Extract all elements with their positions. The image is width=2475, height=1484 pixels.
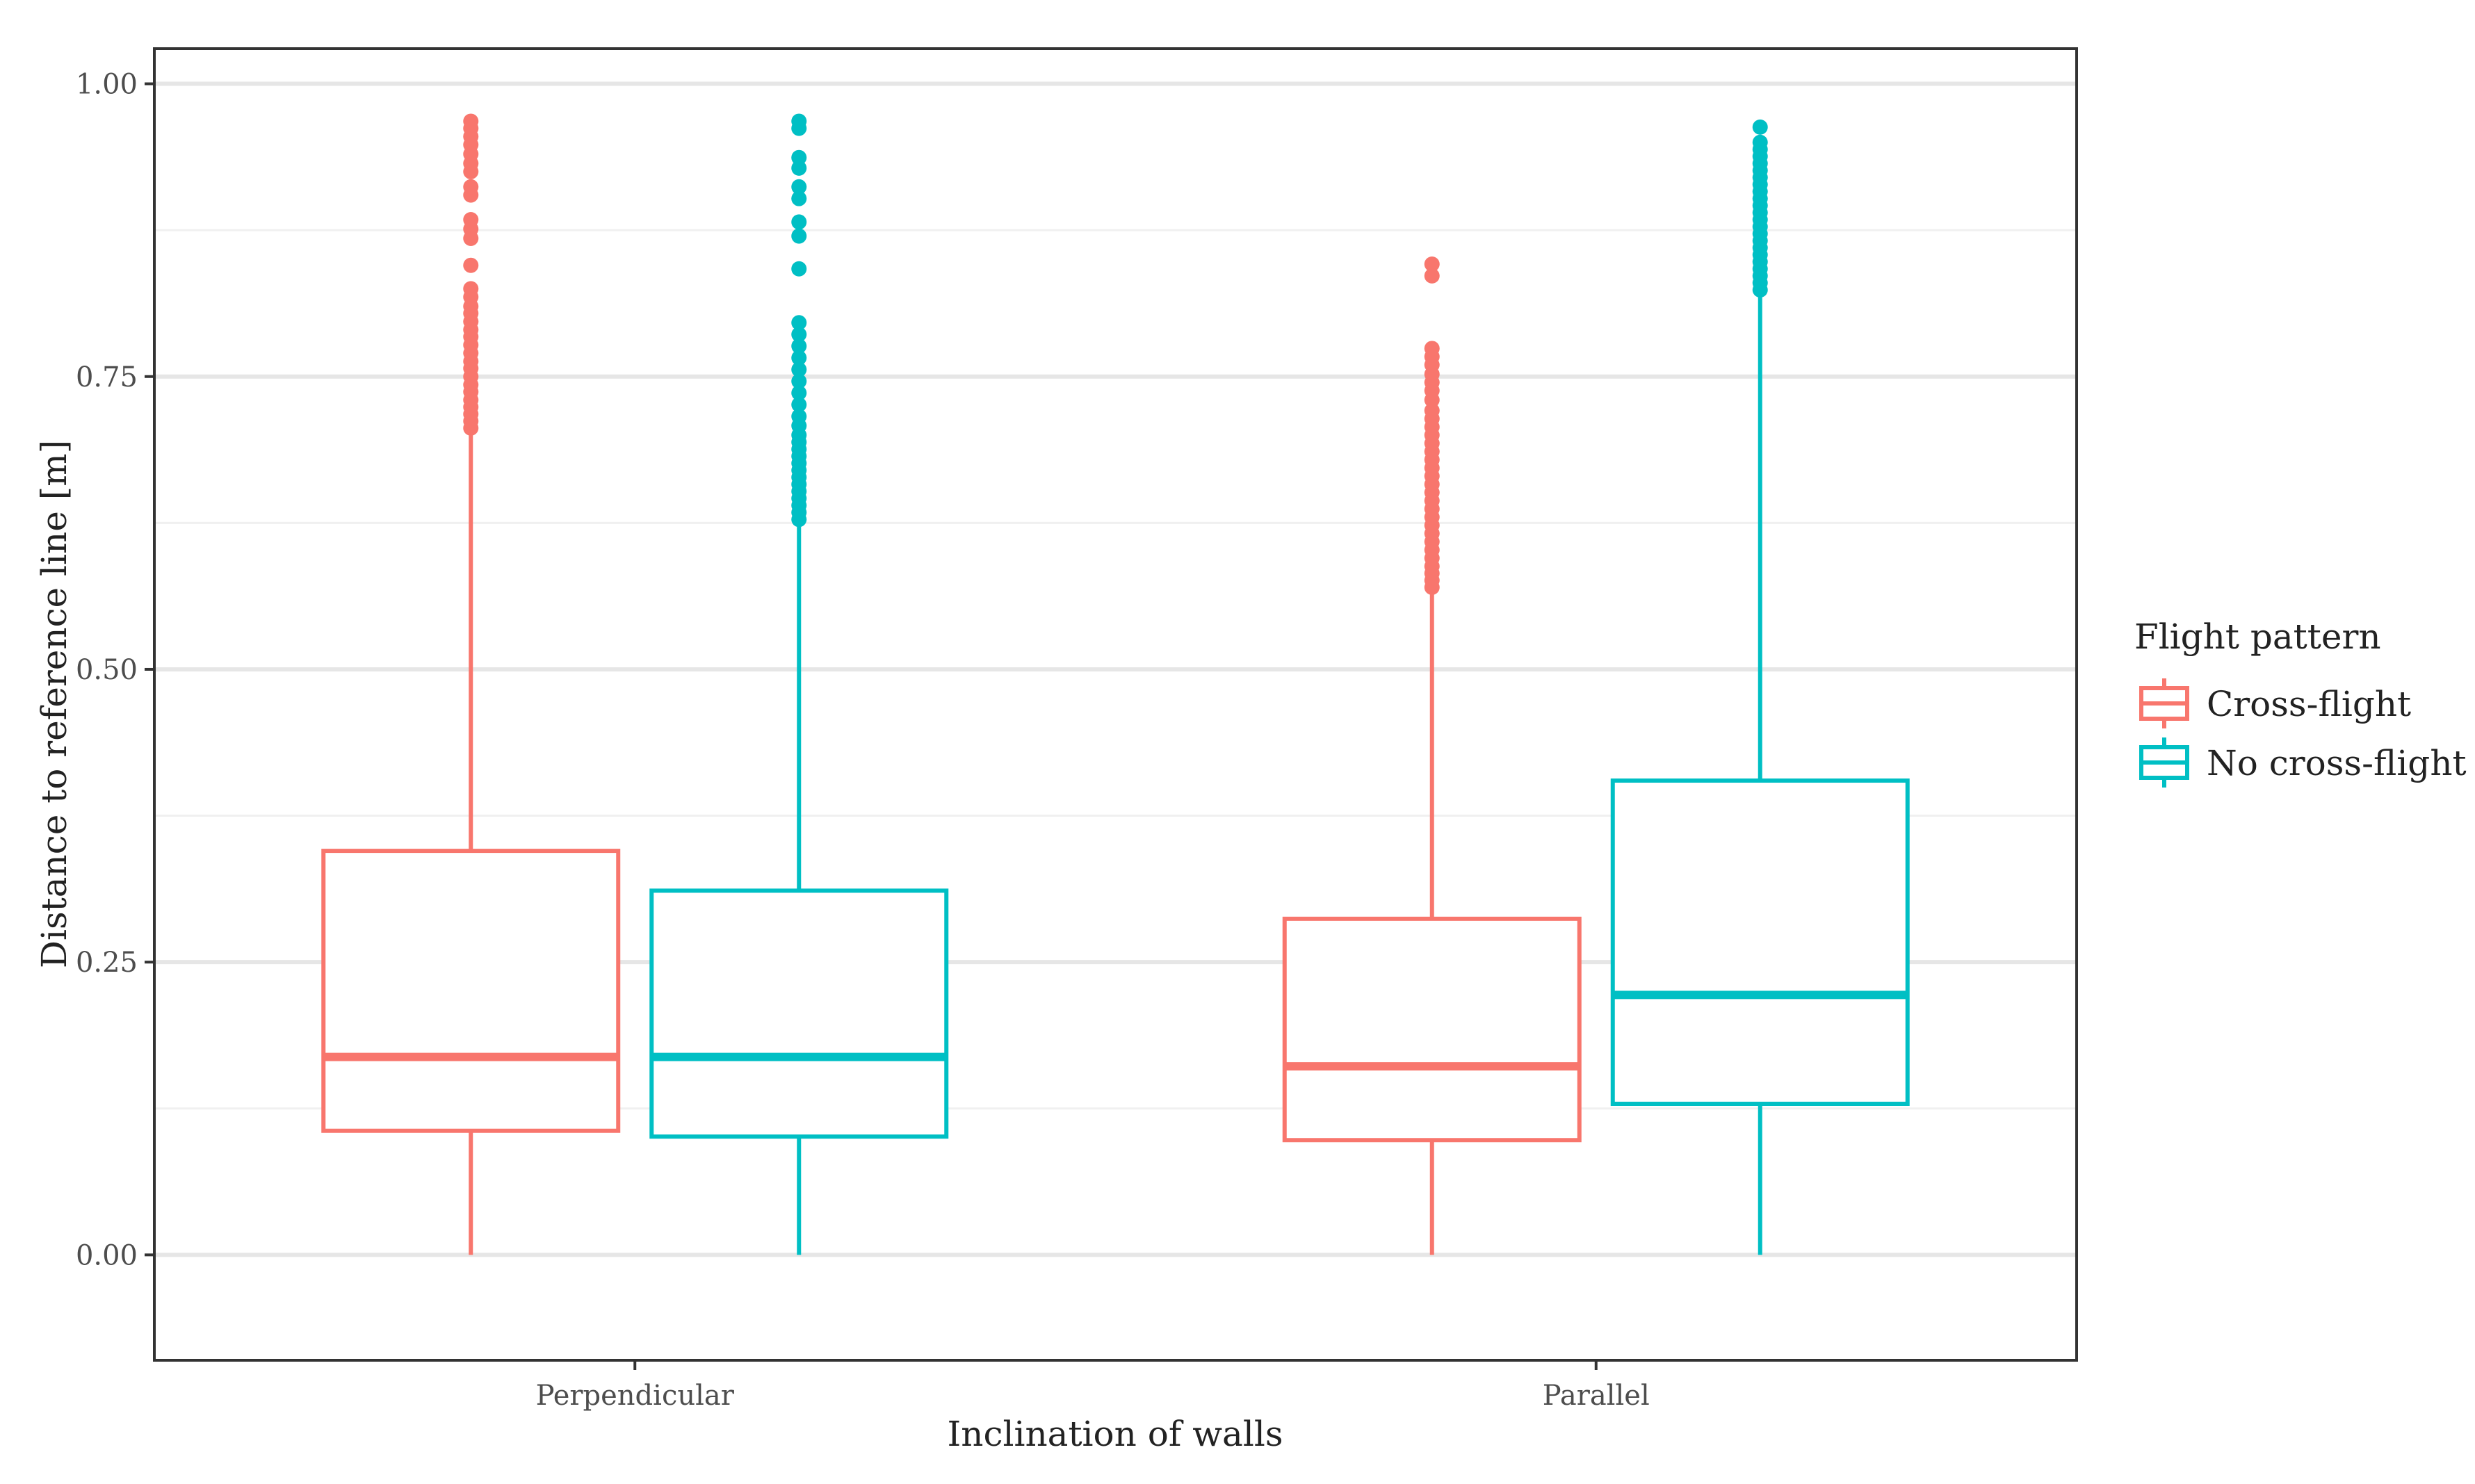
- outlier-point: [791, 261, 807, 277]
- outlier-point: [791, 409, 807, 425]
- outlier-point: [1424, 402, 1440, 418]
- y-tick-label: 0.75: [76, 361, 138, 393]
- box-iqr: [1610, 778, 1910, 1107]
- outlier-point: [791, 113, 807, 129]
- outlier-point: [791, 228, 807, 244]
- legend: Flight pattern Cross-flight No cross-flig…: [2134, 617, 2467, 788]
- outlier-point: [463, 257, 479, 273]
- outlier-point: [463, 113, 479, 129]
- outlier-point: [791, 338, 807, 354]
- outlier-point: [1424, 341, 1440, 357]
- axis-layer: 0.00 0.25 0.50 0.75 1.00 Perpendicular Paralle…: [76, 69, 1650, 1412]
- outlier-point: [791, 214, 807, 230]
- y-tick-label: 1.00: [76, 69, 138, 101]
- plot-panel-border: [153, 47, 2078, 1362]
- legend-label: No cross-flight: [2207, 743, 2467, 783]
- outlier-point: [1424, 268, 1440, 284]
- outlier-point: [1424, 256, 1440, 272]
- outlier-point: [791, 190, 807, 206]
- outlier-point: [463, 211, 479, 227]
- box-iqr: [1282, 916, 1582, 1143]
- box-cross-flight-parallel: [1282, 256, 1582, 1255]
- legend-title: Flight pattern: [2134, 617, 2381, 657]
- outlier-point: [791, 350, 807, 366]
- outlier-point: [791, 160, 807, 176]
- y-tick-label: 0.25: [76, 947, 138, 979]
- outlier-point: [791, 327, 807, 343]
- outlier-point: [1752, 134, 1768, 150]
- y-tick-label: 0.00: [76, 1239, 138, 1271]
- legend-label: Cross-flight: [2207, 684, 2411, 724]
- outlier-point: [791, 361, 807, 377]
- y-axis-title: Distance to reference line [m]: [34, 440, 74, 968]
- box-no-cross-flight-parallel: [1610, 119, 1910, 1255]
- outlier-point: [791, 149, 807, 165]
- y-tick-label: 0.50: [76, 654, 138, 686]
- outlier-point: [791, 179, 807, 195]
- box-cross-flight-perpendicular: [321, 113, 621, 1255]
- outlier-point: [1752, 119, 1768, 135]
- outlier-point: [463, 179, 479, 195]
- box-iqr: [649, 888, 949, 1139]
- outlier-point: [791, 397, 807, 413]
- outlier-point: [463, 281, 479, 297]
- legend-key-cross-flight: [2139, 678, 2189, 728]
- outlier-point: [791, 373, 807, 389]
- x-tick-label: Parallel: [1543, 1380, 1650, 1412]
- box-layer: [321, 113, 1910, 1255]
- box-no-cross-flight-perpendicular: [649, 113, 949, 1255]
- x-axis-title: Inclination of walls: [948, 1414, 1283, 1454]
- legend-key-no-cross-flight: [2139, 737, 2189, 788]
- box-iqr: [321, 849, 621, 1133]
- outlier-point: [791, 385, 807, 401]
- outlier-point: [791, 315, 807, 331]
- x-tick-label: Perpendicular: [536, 1380, 735, 1412]
